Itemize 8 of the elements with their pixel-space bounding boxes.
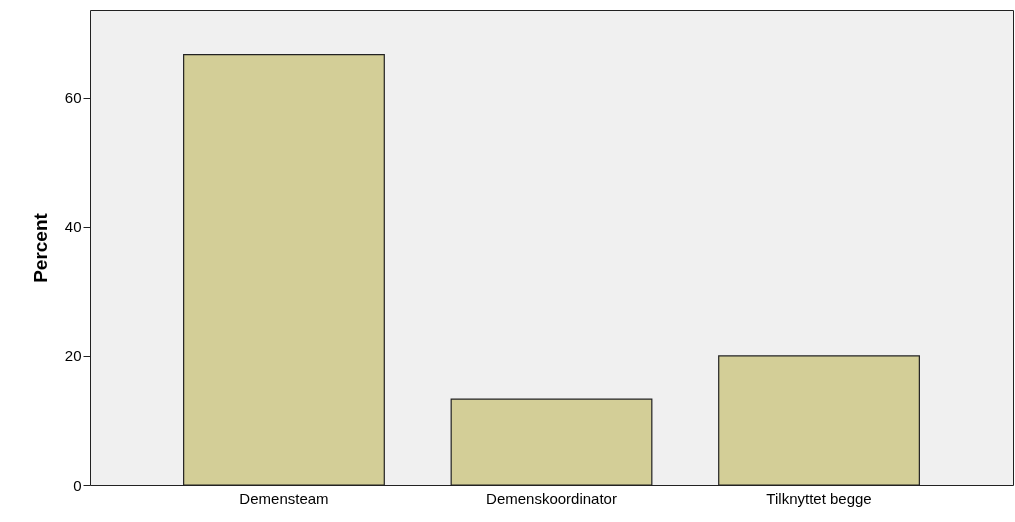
y-tick-label: 60 — [64, 89, 82, 107]
x-tick-label: Demenskoordinator — [486, 489, 617, 507]
y-tick-label: 20 — [64, 347, 82, 365]
x-tick-label: Tilknyttet begge — [766, 489, 872, 507]
y-tick-label: 40 — [64, 218, 82, 236]
y-axis-title: Percent — [29, 212, 51, 283]
x-tick-label: Demensteam — [239, 489, 329, 507]
y-tick-label: 0 — [73, 476, 82, 494]
